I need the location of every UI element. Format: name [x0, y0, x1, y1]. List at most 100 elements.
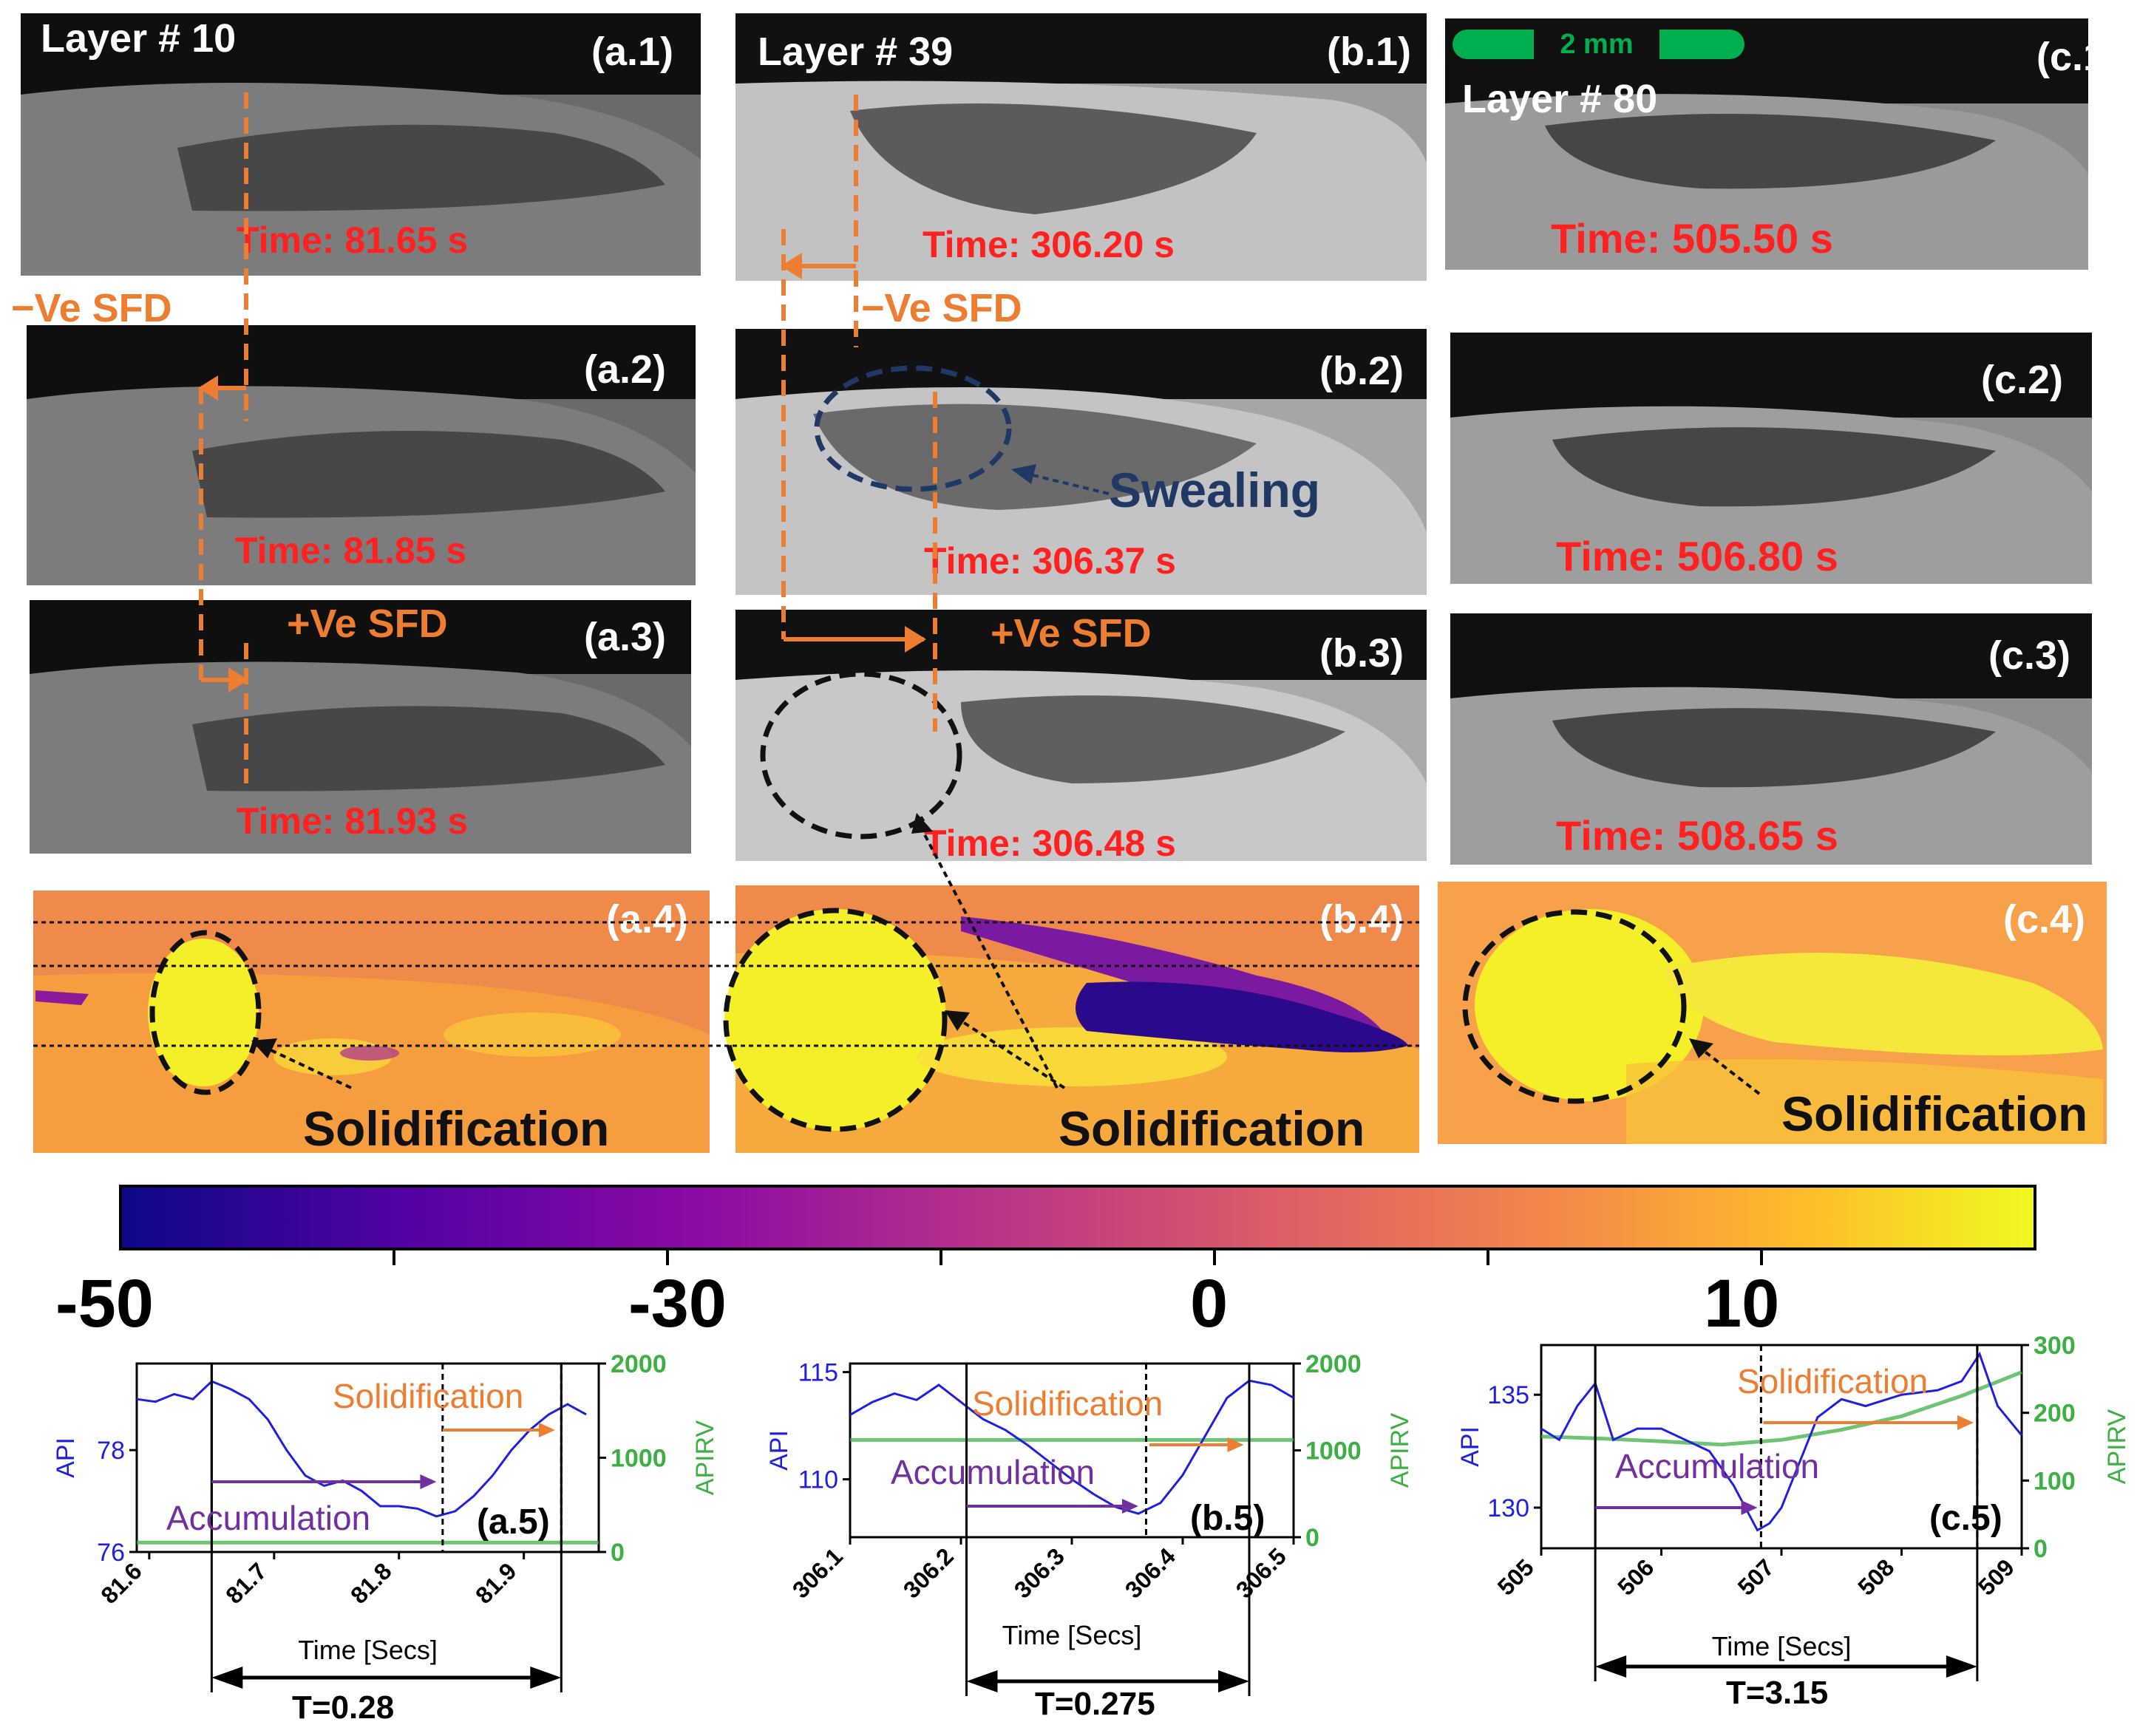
panel-b1-layer-label: Layer # 39 — [758, 30, 953, 74]
y-tick-label: 135 — [1487, 1381, 1529, 1409]
panel-c3-time: Time: 508.65 s — [1556, 812, 1838, 859]
y2-axis-label: APIRV — [2103, 1409, 2131, 1484]
panel-b1-tag: (b.1) — [1327, 30, 1411, 74]
colorbar-tick-0: -50 — [55, 1266, 154, 1341]
panel-a1-layer-label: Layer # 10 — [41, 16, 236, 61]
solidification-arrowhead — [1227, 1437, 1244, 1452]
period-label: T=0.275 — [1035, 1686, 1155, 1722]
sfd-a-neg-label: −Ve SFD — [11, 286, 172, 330]
sfd-b-pos-label: +Ve SFD — [991, 611, 1152, 656]
chart-a5: T=0.28 Accumulation Solidification (a.5) 81.… — [52, 1350, 719, 1726]
y2-tick-label: 0 — [1305, 1524, 1319, 1552]
panel-a1-tag: (a.1) — [591, 30, 673, 74]
period-arrowhead-right — [1946, 1655, 1977, 1678]
x-tick-label: 505 — [1492, 1553, 1539, 1600]
y2-tick-label: 1000 — [1305, 1437, 1362, 1466]
x-tick-label: 509 — [1973, 1553, 2019, 1600]
panel-b4-label: Solidification — [1059, 1101, 1365, 1156]
x-tick-label: 81.9 — [470, 1557, 521, 1608]
panel-c1-time: Time: 505.50 s — [1551, 215, 1833, 262]
chart-tag: (b.5) — [1190, 1499, 1265, 1538]
colorbar-tick-2: 0 — [1190, 1266, 1228, 1341]
solidification-label: Solidification — [1737, 1362, 1928, 1400]
colorbar: -50 -30 0 10 — [55, 1185, 2036, 1341]
sfd-b-neg-arrowhead — [781, 253, 802, 279]
period-arrowhead-left — [1595, 1655, 1627, 1678]
accumulation-label: Accumulation — [891, 1453, 1095, 1491]
chart-c5: T=3.15 Accumulation Solidification (c.5) 505… — [1456, 1332, 2131, 1711]
sfd-a-pos-arrowhead — [228, 667, 248, 692]
x-tick-label: 306.3 — [1009, 1542, 1070, 1603]
swelling-pointer — [1023, 472, 1110, 495]
y-tick-label: 78 — [97, 1437, 125, 1465]
panel-a3-tag: (a.3) — [584, 615, 666, 659]
accumulation-label: Accumulation — [166, 1499, 370, 1537]
solidification-arrowhead — [538, 1423, 555, 1437]
y-axis-label: API — [52, 1437, 80, 1478]
panel-a2: (a.2) Time: 81.85 s — [27, 325, 696, 585]
panel-c3-tag: (c.3) — [1988, 633, 2070, 678]
x-axis-label: Time [Secs] — [1712, 1631, 1852, 1661]
panel-a1: Layer # 10 (a.1) Time: 81.65 s — [21, 13, 701, 276]
panel-b1: Layer # 39 (b.1) Time: 306.20 s — [735, 13, 1427, 282]
swelling-circle — [814, 365, 1012, 492]
y-axis-label: API — [1456, 1426, 1484, 1467]
chart-b5: T=0.275 Accumulation Solidification (b.5) 30… — [765, 1350, 1414, 1722]
scale-bar-label: 2 mm — [1560, 29, 1633, 60]
x-tick-label: 506 — [1612, 1553, 1659, 1600]
x-tick-label: 81.8 — [345, 1557, 396, 1608]
sfd-b-pos-arrowhead — [905, 626, 926, 653]
period-arrowhead-right — [1218, 1670, 1249, 1692]
panel-b3-time: Time: 306.48 s — [924, 823, 1176, 864]
y2-axis-label: APIRV — [691, 1420, 719, 1495]
swelling-label: Swealing — [1109, 463, 1320, 517]
panel-c4: (c.4) Solidification — [1438, 882, 2107, 1144]
panel-b3: (b.3) Time: 306.48 s — [735, 610, 1427, 864]
sfd-a-pos-label: +Ve SFD — [287, 602, 448, 646]
panel-a4-label: Solidification — [303, 1101, 609, 1156]
solidification-label: Solidification — [972, 1384, 1163, 1423]
period-label: T=3.15 — [1726, 1675, 1828, 1711]
x-tick-label: 306.5 — [1231, 1542, 1291, 1603]
accumulation-arrowhead — [1741, 1500, 1758, 1515]
api-line — [1540, 1351, 2023, 1532]
y-tick-label: 76 — [97, 1539, 125, 1567]
y2-tick-label: 2000 — [1305, 1350, 1362, 1378]
solidification-circles — [149, 671, 1687, 1132]
x-axis-label: Time [Secs] — [1002, 1620, 1142, 1650]
solidification-arrowhead — [1957, 1415, 1974, 1430]
panel-c2-tag: (c.2) — [1981, 358, 2063, 402]
panel-c4-label: Solidification — [1781, 1086, 2087, 1141]
panel-c3: (c.3) Time: 508.65 s — [1450, 613, 2092, 865]
chart-tag: (a.5) — [477, 1502, 550, 1542]
x-tick-label: 81.7 — [220, 1557, 271, 1608]
x-axis-label: Time [Secs] — [298, 1635, 438, 1665]
colorbar-gradient — [119, 1185, 2036, 1250]
x-tick-label: 306.1 — [787, 1542, 848, 1603]
y2-tick-label: 1000 — [611, 1445, 667, 1473]
chart-tag: (c.5) — [1929, 1499, 2002, 1538]
x-tick-label: 306.2 — [898, 1542, 959, 1603]
y2-tick-label: 0 — [611, 1539, 625, 1567]
solidification-arrowheads — [251, 813, 1713, 1058]
panel-c4-tag: (c.4) — [2003, 897, 2085, 942]
swelling-arrowhead — [1011, 464, 1036, 484]
y2-tick-label: 100 — [2034, 1467, 2076, 1495]
panel-c1-tag: (c.1) — [2036, 35, 2119, 79]
x-tick-label: 507 — [1733, 1553, 1779, 1600]
y2-tick-label: 200 — [2034, 1400, 2076, 1428]
panel-a2-tag: (a.2) — [584, 347, 666, 392]
panel-c2: (c.2) Time: 506.80 s — [1450, 333, 2092, 584]
y2-axis-label: APIRV — [1386, 1412, 1414, 1488]
panel-b2: (b.2) Time: 306.37 s — [735, 329, 1427, 595]
panel-a3-time: Time: 81.93 s — [237, 800, 468, 842]
solidification-label: Solidification — [333, 1377, 523, 1415]
panel-b3-tag: (b.3) — [1319, 631, 1404, 675]
y-tick-label: 130 — [1487, 1494, 1529, 1522]
panel-b1-time: Time: 306.20 s — [923, 224, 1175, 265]
period-arrowhead-right — [530, 1667, 562, 1689]
panel-a4-tag: (a.4) — [606, 897, 688, 942]
api-line — [849, 1379, 1294, 1515]
panel-c1: 2 mm (c.1) Layer # 80 Time: 505.50 s — [1445, 18, 2119, 270]
